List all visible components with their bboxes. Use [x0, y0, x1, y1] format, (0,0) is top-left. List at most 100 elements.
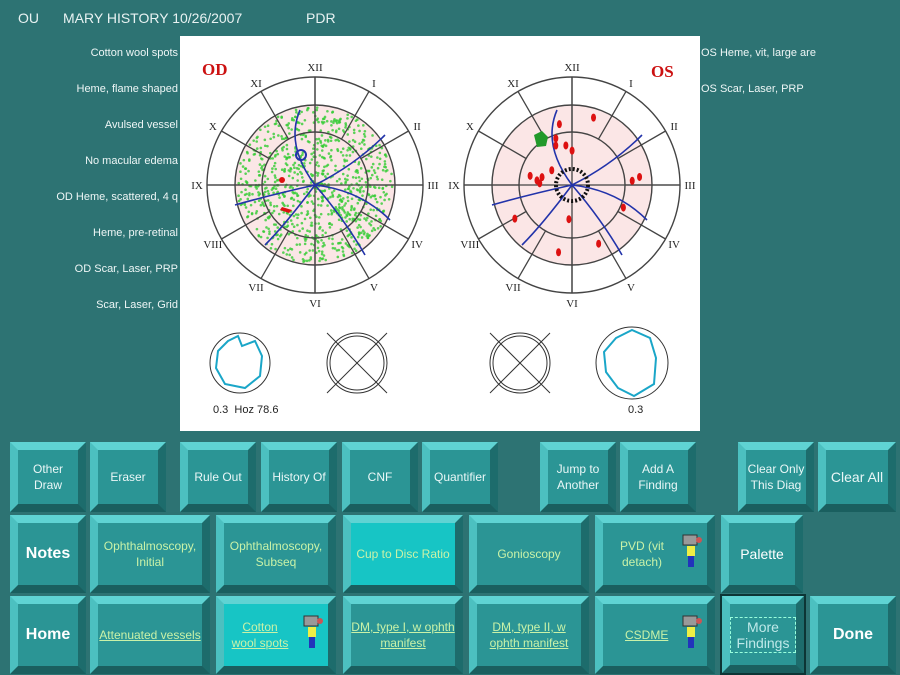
laser-spot	[262, 230, 266, 233]
laser-spot	[259, 203, 263, 207]
laser-spot	[354, 119, 358, 123]
laser-spot	[339, 228, 343, 231]
clear-all-button[interactable]: Clear All	[818, 442, 896, 512]
laser-spot	[316, 148, 319, 151]
dm-type-1-button[interactable]: DM, type I, w ophth manifest	[343, 596, 463, 674]
laser-spot	[272, 186, 275, 190]
laser-spot	[376, 156, 379, 159]
video-camera-icon	[682, 615, 702, 648]
os-clock-spoke	[597, 230, 627, 279]
laser-spot	[331, 242, 334, 246]
finding-left-7[interactable]: OD Scar, Laser, PRP	[74, 263, 178, 275]
laser-spot	[341, 207, 344, 211]
laser-spot	[350, 251, 354, 255]
fundus-diagrams[interactable]: XIIIIIIIIIVVVIVIIVIIIIXXXIXIIIIIIIIIVVVI…	[180, 36, 700, 431]
laser-spot	[289, 219, 293, 222]
other-draw-button[interactable]: Other Draw	[10, 442, 86, 512]
laser-spot	[374, 144, 378, 148]
laser-spot	[266, 199, 270, 202]
laser-spot	[254, 179, 257, 182]
laser-spot	[296, 179, 299, 182]
laser-spot	[321, 257, 325, 260]
laser-spot	[289, 167, 293, 171]
pvd-button[interactable]: PVD (vit detach)	[595, 515, 715, 593]
notes-button[interactable]: Notes	[10, 515, 86, 593]
laser-spot	[255, 147, 259, 150]
finding-left-3[interactable]: Avulsed vessel	[104, 119, 178, 131]
laser-spot	[288, 132, 291, 135]
laser-spot	[382, 209, 386, 213]
laser-spot	[341, 129, 345, 132]
finding-left-2[interactable]: Heme, flame shaped	[76, 83, 179, 95]
finding-left-8[interactable]: Scar, Laser, Grid	[96, 299, 178, 311]
laser-spot	[327, 212, 330, 216]
laser-spot	[362, 189, 365, 193]
rule-out-button[interactable]: Rule Out	[180, 442, 256, 512]
fundus-drawing-panel[interactable]: XII I II III IV V VI VII VIII IX X XI XII I II III IV V VI…	[180, 36, 700, 431]
palette-button[interactable]: Palette	[721, 515, 803, 593]
laser-spot	[390, 185, 394, 189]
hemorrhage	[539, 173, 545, 182]
finding-left-5[interactable]: OD Heme, scattered, 4 q	[56, 191, 178, 203]
laser-spot	[387, 197, 391, 201]
cnf-button[interactable]: CNF	[342, 442, 418, 512]
laser-spot	[285, 253, 289, 256]
laser-spot	[290, 256, 294, 259]
laser-spot	[276, 233, 279, 237]
laser-spot	[365, 202, 368, 206]
attenuated-vessels-button[interactable]: Attenuated vessels	[90, 596, 210, 674]
finding-left-6[interactable]: Heme, pre-retinal	[93, 227, 178, 239]
laser-spot	[315, 137, 318, 141]
laser-spot	[320, 252, 324, 256]
done-button[interactable]: Done	[810, 596, 896, 674]
laser-spot	[368, 234, 371, 237]
ophthalmoscopy-subseq-button[interactable]: Ophthalmoscopy, Subseq	[216, 515, 336, 593]
laser-spot	[366, 216, 369, 220]
ophthalmoscopy-initial-button[interactable]: Ophthalmoscopy, Initial	[90, 515, 210, 593]
history-of-button[interactable]: History Of	[261, 442, 337, 512]
cotton-wool-spots-button[interactable]: Cotton wool spots	[216, 596, 336, 674]
hemorrhage	[556, 120, 562, 129]
laser-spot	[266, 130, 270, 133]
quantifier-button[interactable]: Quantifier	[422, 442, 498, 512]
add-a-finding-button[interactable]: Add A Finding	[620, 442, 696, 512]
more-findings-button[interactable]: More Findings	[720, 594, 806, 675]
laser-spot	[281, 193, 285, 196]
laser-spot	[237, 194, 240, 198]
od-gonio-diagram	[326, 332, 388, 394]
gonioscopy-button[interactable]: Gonioscopy	[469, 515, 589, 593]
laser-spot	[296, 172, 300, 176]
od-clock-numeral: VI	[309, 298, 321, 310]
laser-spot	[285, 157, 288, 161]
clear-only-this-diag-button[interactable]: Clear Only This Diag	[738, 442, 814, 512]
cup-to-disc-ratio-button[interactable]: Cup to Disc Ratio	[343, 515, 463, 593]
home-button[interactable]: Home	[10, 596, 86, 674]
laser-spot	[309, 129, 312, 132]
dm-type-2-button[interactable]: DM, type II, w ophth manifest	[469, 596, 589, 674]
laser-spot	[302, 162, 306, 165]
laser-spot	[362, 124, 365, 127]
vessel-loop	[295, 149, 307, 161]
laser-spot	[324, 144, 328, 148]
laser-spot	[290, 128, 293, 131]
laser-spot	[351, 150, 355, 154]
laser-spot	[272, 132, 276, 136]
finding-left-1[interactable]: Cotton wool spots	[90, 47, 178, 59]
laser-spot	[282, 211, 285, 214]
csdme-button[interactable]: CSDME	[595, 596, 715, 674]
laser-spot	[272, 191, 275, 195]
laser-spot	[266, 177, 270, 181]
finding-left-4[interactable]: No macular edema	[85, 155, 178, 167]
laser-spot	[317, 216, 321, 219]
neovascularization	[534, 131, 548, 147]
laser-spot	[319, 212, 323, 216]
finding-right-1[interactable]: OS Heme, vit, large are	[701, 47, 816, 59]
os-clock-spoke	[478, 130, 527, 160]
jump-to-another-button[interactable]: Jump to Another	[540, 442, 616, 512]
os-clock-numeral: IX	[448, 180, 460, 192]
laser-spot	[326, 204, 329, 207]
eraser-button[interactable]: Eraser	[90, 442, 166, 512]
finding-right-2[interactable]: OS Scar, Laser, PRP	[701, 83, 804, 95]
laser-spot	[346, 113, 349, 117]
laser-spot	[274, 187, 278, 191]
